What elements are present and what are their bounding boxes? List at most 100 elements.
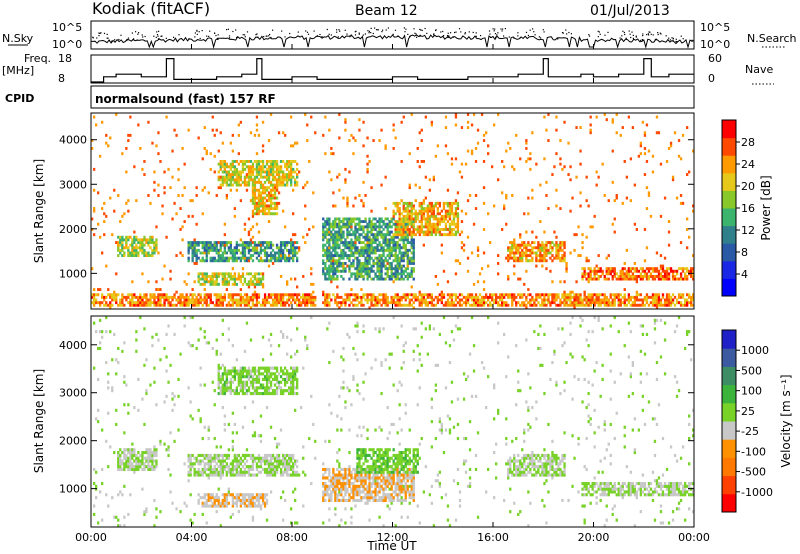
data-cell: [406, 254, 409, 258]
data-cell: [211, 496, 214, 500]
data-cell: [135, 462, 138, 466]
data-cell: [137, 303, 140, 307]
data-cell: [245, 180, 249, 184]
data-cell: [551, 298, 554, 302]
data-cell: [247, 298, 251, 302]
data-cell: [121, 451, 124, 455]
nsearch-point: [490, 36, 492, 38]
data-cell: [97, 191, 100, 195]
data-cell: [468, 194, 472, 197]
data-cell: [376, 277, 379, 281]
data-cell: [183, 280, 186, 284]
data-cell: [125, 383, 128, 387]
data-cell: [521, 259, 524, 263]
data-cell: [95, 301, 98, 305]
data-cell: [197, 275, 200, 278]
data-cell: [436, 220, 440, 224]
data-cell: [370, 243, 373, 247]
data-cell: [261, 303, 265, 307]
data-cell: [410, 269, 413, 273]
data-cell: [665, 301, 669, 305]
nsearch-point: [355, 30, 357, 32]
data-cell: [273, 170, 277, 174]
data-cell: [215, 496, 218, 500]
data-cell: [629, 275, 633, 278]
data-cell: [269, 191, 273, 195]
data-cell: [199, 241, 202, 245]
data-cell: [237, 152, 241, 156]
data-cell: [645, 272, 649, 276]
data-cell: [350, 262, 353, 265]
data-cell: [340, 230, 343, 234]
data-cell: [141, 241, 144, 245]
data-cell: [334, 204, 337, 208]
data-cell: [667, 272, 671, 276]
data-cell: [603, 194, 606, 197]
data-cell: [368, 293, 371, 297]
y-tick-label: 4000: [59, 134, 87, 147]
data-cell: [219, 377, 222, 382]
data-cell: [133, 235, 136, 239]
data-cell: [410, 214, 413, 218]
data-cell: [426, 212, 430, 216]
nsearch-point: [156, 31, 158, 33]
data-cell: [332, 269, 335, 273]
data-cell: [304, 303, 307, 307]
data-cell: [587, 298, 590, 302]
nsearch-point: [433, 33, 435, 35]
data-cell: [265, 167, 269, 171]
data-cell: [133, 448, 136, 452]
data-cell: [394, 212, 397, 216]
data-cell: [639, 275, 643, 278]
data-cell: [412, 306, 415, 310]
data-cell: [424, 196, 428, 200]
data-cell: [235, 243, 239, 247]
data-cell: [635, 228, 639, 231]
data-cell: [181, 293, 184, 297]
data-cell: [408, 259, 411, 263]
data-cell: [288, 293, 291, 297]
data-cell: [595, 272, 598, 276]
data-cell: [545, 251, 548, 255]
data-cell: [428, 220, 432, 224]
data-cell: [137, 295, 140, 299]
data-cell: [414, 298, 417, 302]
data-cell: [597, 303, 600, 307]
data-cell: [304, 204, 307, 208]
data-cell: [322, 243, 325, 247]
data-cell: [617, 275, 620, 278]
data-cell: [621, 267, 624, 271]
data-cell: [269, 180, 273, 184]
data-cell: [221, 298, 225, 302]
data-cell: [362, 228, 365, 231]
data-cell: [292, 293, 295, 297]
data-cell: [454, 298, 458, 302]
data-cell: [225, 383, 229, 387]
data-cell: [261, 186, 265, 190]
data-cell: [273, 175, 277, 179]
data-cell: [213, 456, 216, 460]
data-cell: [187, 456, 190, 460]
data-cell: [334, 241, 337, 245]
data-cell: [589, 272, 592, 276]
data-cell: [581, 303, 584, 307]
data-cell: [294, 277, 297, 281]
data-cell: [290, 243, 293, 247]
data-cell: [448, 233, 452, 237]
data-cell: [171, 303, 174, 307]
data-cell: [213, 256, 216, 260]
data-cell: [324, 267, 327, 271]
data-cell: [195, 470, 198, 474]
data-cell: [523, 254, 526, 258]
data-cell: [559, 207, 562, 211]
nsearch-point: [632, 34, 634, 36]
data-cell: [430, 303, 434, 307]
data-cell: [229, 241, 233, 245]
data-cell: [511, 295, 514, 299]
data-cell: [221, 183, 225, 187]
data-cell: [187, 295, 190, 299]
data-cell: [330, 267, 333, 271]
data-cell: [348, 248, 351, 252]
data-cell: [284, 225, 287, 229]
data-cell: [561, 293, 564, 297]
